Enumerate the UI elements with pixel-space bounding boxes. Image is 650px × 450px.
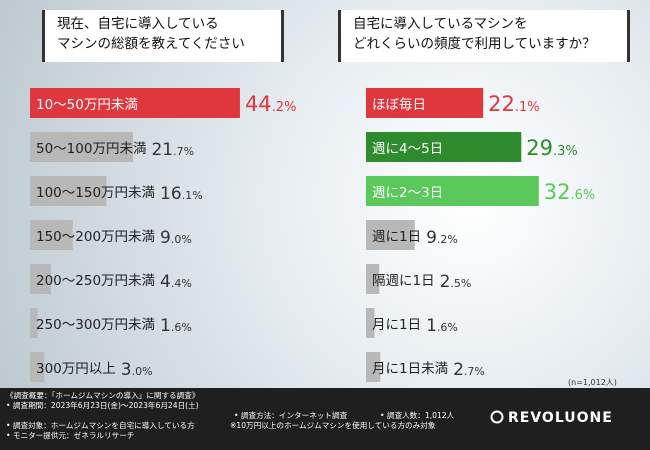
category-label-1-2: 週に2〜3日 [372,185,443,201]
revoluone-logo: REVOLUONE [508,410,613,426]
footer-sample: • 調査人数：1,012人 [380,411,455,420]
revoluone-logo-icon [490,410,504,424]
footer-note: ※10万円以上のホームジムマシンを使用している方のみ対象 [230,421,436,430]
value-label-0-1: 21.7% [151,140,194,160]
category-label-1-1: 週に4〜5日 [372,141,443,157]
value-label-1-3: 9.2% [426,228,458,248]
footer-method: • 調査方法：インターネット調査 [234,411,348,420]
value-label-1-4: 2.5% [440,272,472,292]
bar-0-2 [30,176,107,206]
bar-0-1 [30,132,134,162]
value-label-0-3: 9.0% [160,228,192,248]
value-label-1-6: 2.7% [453,360,485,380]
category-label-1-0: ほぼ毎日 [372,97,426,113]
category-label-0-1: 50〜100万円未満 [36,141,146,157]
category-label-0-2: 100〜150万円未満 [36,185,155,201]
category-label-0-5: 250〜300万円未満 [36,317,155,333]
left-title-line-2: マシンの総額を教えてください [57,36,245,52]
bar-1-0 [366,88,484,118]
value-label-1-2: 32.6% [544,180,596,204]
value-label-0-5: 1.6% [160,316,192,336]
sample-size: (n=1,012人) [568,378,617,387]
value-label-1-5: 1.6% [426,316,458,336]
footer-target: • 調査対象：ホームジムマシンを自宅に導入している方 [6,421,195,430]
bar-0-5 [30,308,38,338]
bar-1-4 [366,264,380,294]
right-chart-title: 自宅に導入しているマシンを どれくらいの頻度で利用していますか？ [338,10,630,62]
bar-0-4 [30,264,51,294]
footer-provider: • モニター提供元：ゼネラルリサーチ [6,431,135,440]
bar-1-5 [366,308,375,338]
bar-0-6 [30,352,45,382]
category-label-0-4: 200〜250万円未満 [36,273,155,289]
bar-1-2 [366,176,539,206]
value-label-0-0: 44.2% [245,92,297,116]
category-label-1-5: 月に1日 [372,317,421,333]
value-label-0-4: 4.4% [160,272,192,292]
value-label-0-2: 16.1% [160,184,203,204]
category-label-1-4: 隔週に1日 [372,273,435,289]
left-chart-title: 現在、自宅に導入している マシンの総額を教えてください [42,10,284,62]
survey-footer: 《調査概要：「ホームジムマシンの導入」に関する調査》 • 調査期間：2023年6… [0,388,650,450]
category-label-0-6: 300万円以上 [36,361,116,377]
bar-0-0 [30,88,240,118]
category-label-0-3: 150〜200万円未満 [36,229,155,245]
bar-1-6 [366,352,381,382]
right-title-line-1: 自宅に導入しているマシンを [353,16,528,32]
value-label-1-1: 29.3% [526,136,578,160]
right-title-line-2: どれくらいの頻度で利用していますか？ [353,36,596,52]
footer-heading: 《調査概要：「ホームジムマシンの導入」に関する調査》 [6,391,200,400]
footer-period: • 調査期間：2023年6月23日(金)〜2023年6月24日(土) [6,401,199,410]
value-label-1-0: 22.1% [488,92,540,116]
category-label-1-3: 週に1日 [372,229,421,245]
bar-1-1 [366,132,522,162]
category-label-0-0: 10〜50万円未満 [36,97,138,113]
category-label-1-6: 月に1日未満 [372,361,448,377]
bar-0-3 [30,220,73,250]
left-title-line-1: 現在、自宅に導入している [57,16,219,32]
value-label-0-6: 3.0% [121,360,153,380]
bar-1-3 [366,220,415,250]
